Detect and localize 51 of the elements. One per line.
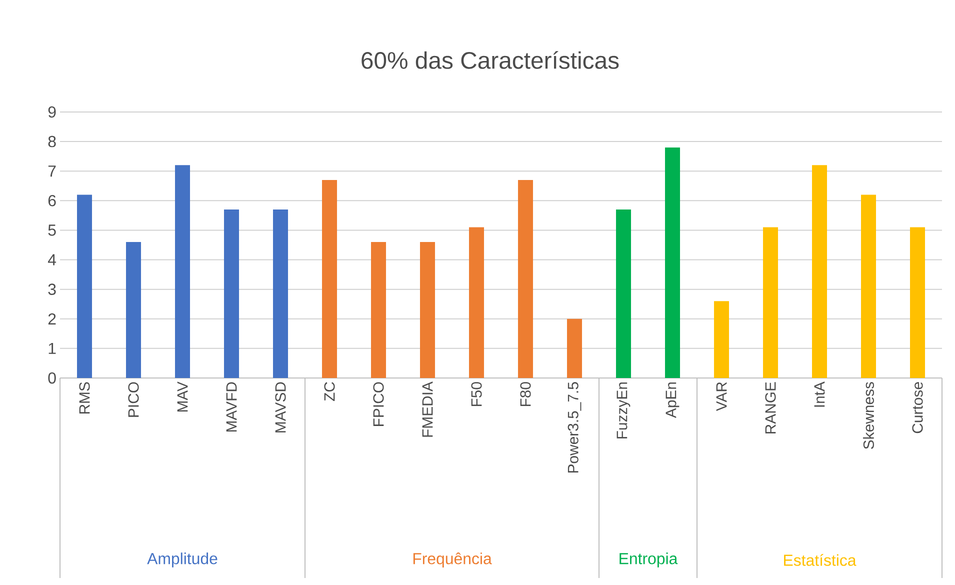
x-tick-label: PICO <box>128 382 139 417</box>
text: Amplitude <box>147 552 218 568</box>
x-tick-label: ZC <box>324 382 335 401</box>
y-tick-label: 4 <box>48 254 56 266</box>
bar <box>812 165 828 378</box>
bar <box>175 165 190 378</box>
x-tick-label: F80 <box>520 382 531 406</box>
bar <box>322 180 338 378</box>
bar <box>273 210 288 378</box>
bar <box>861 194 876 378</box>
x-tick-label: MAVSD <box>275 382 286 432</box>
x-tick-label: RMS <box>79 382 90 414</box>
bar <box>763 227 778 378</box>
bar <box>420 242 436 378</box>
bar <box>665 147 680 378</box>
bar <box>910 227 926 378</box>
x-tick-label: RANGE <box>765 382 776 434</box>
x-tick-label: MAV <box>177 382 188 412</box>
x-tick-label: VAR <box>716 382 727 412</box>
bar <box>616 210 632 378</box>
x-tick-label: ApEn <box>666 382 680 418</box>
bar <box>77 194 92 378</box>
bar <box>714 301 730 378</box>
x-tick-label: Curtose <box>912 382 923 434</box>
y-tick-label: 3 <box>48 284 56 295</box>
y-tick-label: 9 <box>48 106 56 118</box>
text: Estatística <box>784 554 856 566</box>
x-tick-label: Power3.5_7.5 <box>568 382 582 473</box>
y-tick-label: 5 <box>48 224 56 236</box>
y-tick-label: 2 <box>48 313 56 324</box>
y-tick-label: 6 <box>48 195 56 206</box>
bar <box>469 227 484 378</box>
x-tick-label: Skewness <box>863 382 874 449</box>
bar <box>567 318 582 378</box>
bar <box>371 242 386 378</box>
text: Frequência <box>413 552 492 568</box>
text: Entropia <box>620 552 678 568</box>
x-tick-label: IntA <box>814 382 825 407</box>
chart-title: 60% das Características <box>362 51 619 69</box>
y-tick-label: 7 <box>48 166 56 177</box>
x-tick-label: FMEDIA <box>422 382 433 437</box>
bar <box>224 210 240 378</box>
x-tick-label: MAVFD <box>226 382 237 432</box>
x-tick-label: FPICO <box>373 382 384 426</box>
y-tick-label: 8 <box>48 136 56 148</box>
y-tick-label: 1 <box>48 342 56 354</box>
x-tick-label: F50 <box>471 382 482 406</box>
y-tick-label: 0 <box>48 372 56 384</box>
bar <box>518 180 534 378</box>
x-tick-label: FuzzyEn <box>616 382 630 438</box>
bar <box>126 242 142 378</box>
